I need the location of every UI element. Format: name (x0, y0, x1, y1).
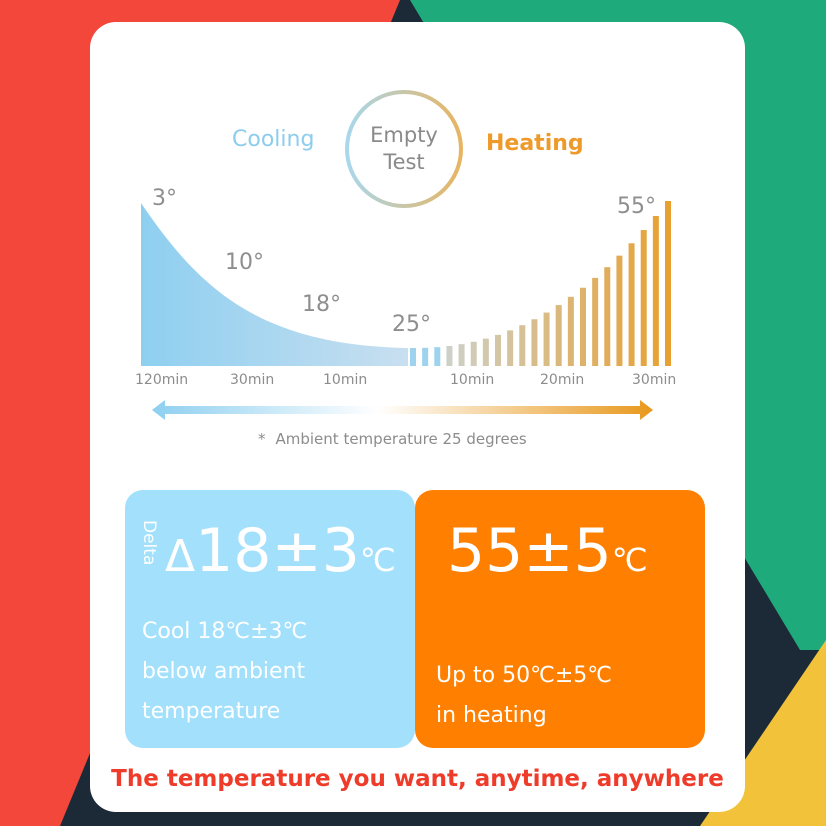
heating-bar (434, 347, 441, 366)
heating-bar (470, 341, 477, 366)
heating-bar (519, 325, 526, 366)
badge-line1: Empty (370, 123, 438, 147)
tagline: The temperature you want, anytime, anywh… (111, 766, 724, 792)
heating-bar (665, 201, 671, 366)
heating-bar (616, 255, 623, 366)
note-text: Ambient temperature 25 degrees (275, 430, 527, 448)
heating-bar (555, 305, 562, 366)
tick-10min-heat: 10min (450, 372, 495, 388)
temp-label-55: 55° (617, 194, 656, 219)
cool-desc-line1: Cool 18℃±3℃ (142, 619, 308, 644)
tick-20min-heat: 20min (540, 372, 585, 388)
heating-bar (580, 287, 586, 366)
heating-bar (458, 344, 465, 366)
heating-bar (604, 267, 611, 366)
delta-word: Delta (139, 520, 159, 566)
tick-30min-heat: 30min (632, 372, 677, 388)
heat-desc-line1: Up to 50℃±5℃ (436, 663, 612, 688)
heating-bar (628, 243, 635, 366)
empty-test-badge: Empty Test (345, 90, 463, 208)
heating-bar (410, 348, 416, 366)
note-asterisk: * (258, 430, 266, 448)
heating-box: 55±5℃ Up to 50℃±5℃ in heating (415, 490, 705, 748)
cooling-box: Delta Δ18±3℃ Cool 18℃±3℃ below ambient t… (125, 490, 415, 748)
heating-bar (446, 345, 453, 366)
cool-desc-line3: temperature (142, 699, 281, 724)
heating-bar (543, 312, 550, 366)
heating-bar (422, 347, 429, 366)
heating-bar (592, 277, 599, 366)
temp-label-18: 18° (302, 292, 341, 317)
delta-symbol: Δ (165, 531, 196, 582)
cool-desc-line2: below ambient (142, 659, 306, 684)
badge-line2: Test (383, 150, 425, 174)
temp-label-10: 10° (225, 250, 264, 275)
heating-bar (495, 334, 501, 366)
heating-bar (507, 330, 514, 366)
heating-label: Heating (486, 131, 584, 156)
cool-unit: ℃ (359, 541, 396, 579)
double-arrow (152, 400, 653, 420)
heating-bar (482, 338, 489, 366)
heat-unit: ℃ (611, 541, 648, 579)
temperature-chart (141, 201, 671, 420)
cool-value: 18±3 (195, 516, 360, 586)
heat-desc-line2: in heating (436, 703, 547, 728)
heating-bar (640, 230, 647, 366)
heating-bar (652, 215, 659, 366)
heating-bar (531, 319, 538, 366)
cooling-label: Cooling (232, 127, 315, 152)
ambient-note: * Ambient temperature 25 degrees (258, 430, 527, 448)
cooling-area (141, 203, 408, 366)
temp-label-3: 3° (152, 186, 177, 211)
tick-30min-cool: 30min (230, 372, 275, 388)
tick-10min-cool: 10min (323, 372, 368, 388)
heating-bar (567, 296, 574, 366)
temp-label-25: 25° (392, 312, 431, 337)
heat-value: 55±5 (447, 516, 612, 586)
tick-120min: 120min (135, 372, 189, 388)
